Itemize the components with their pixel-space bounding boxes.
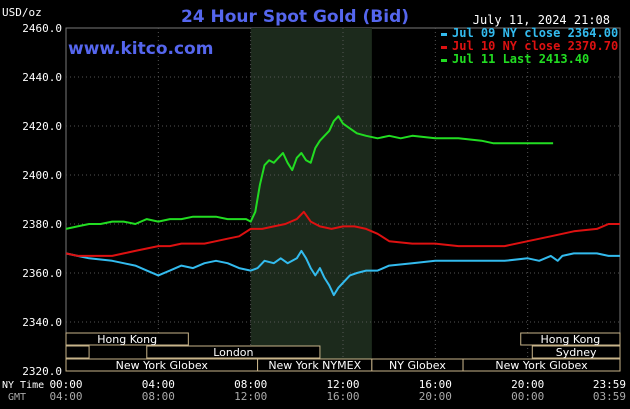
x-tick-label-gmt: 08:00: [142, 390, 175, 403]
x-tick-label-ny: 20:00: [511, 378, 544, 391]
session-label: Hong Kong: [540, 333, 600, 346]
x-tick-label-gmt: 20:00: [419, 390, 452, 403]
session-bar: [520, 332, 621, 346]
x-tick-label-gmt: 12:00: [234, 390, 267, 403]
session-label: New York NYMEX: [268, 359, 361, 372]
x-tick-label-gmt: 04:00: [49, 390, 82, 403]
series-line-1: [65, 249, 620, 297]
y-axis: 2460.0 2440.0 2420.0 2400.0 2380.0 2360.0 2340…: [22, 22, 62, 378]
series-line-2: [65, 210, 620, 257]
x-tick-label-ny: 00:00: [49, 378, 82, 391]
grid-lines: [66, 28, 620, 371]
nymex-session-highlight: [250, 28, 372, 371]
legend-swatch: [441, 33, 447, 36]
y-tick-label: 2440.0: [22, 71, 62, 84]
series-line-3: [65, 115, 554, 230]
legend-swatch: [441, 46, 447, 49]
watermark-text: www.kitco.com: [68, 39, 213, 59]
legend-entry: Jul 11 Last 2413.40: [452, 52, 589, 66]
y-tick-label: 2380.0: [22, 218, 62, 231]
series-lines: [65, 115, 620, 297]
y-axis-label: USD/oz: [2, 6, 42, 19]
session-bar: [65, 332, 189, 346]
x-tick-label-ny: 08:00: [234, 378, 267, 391]
y-tick-label: 2420.0: [22, 120, 62, 133]
session-bar: [531, 345, 621, 359]
y-tick-label: 2460.0: [22, 22, 62, 35]
session-bar: [462, 358, 621, 372]
legend-entry: Jul 09 NY close 2364.00: [452, 26, 618, 40]
legend-entry: Jul 10 NY close 2370.70: [452, 39, 618, 53]
session-label: New York Globex: [495, 359, 588, 372]
x-tick-label-ny: 23:59: [593, 378, 626, 391]
x-axis: 00:0004:0004:0008:0008:0012:0012:0016:00…: [49, 378, 626, 403]
session-label: NY Globex: [389, 359, 446, 372]
x-tick-label-gmt: 16:00: [326, 390, 359, 403]
session-label: London: [213, 346, 253, 359]
x-tick-label-ny: 04:00: [142, 378, 175, 391]
session-label: New York Globex: [116, 359, 209, 372]
x-axis-label-ny: NY Time: [2, 380, 44, 391]
session-label: Sydney: [556, 346, 597, 359]
chart-timestamp: July 11, 2024 21:08: [473, 13, 610, 27]
session-label: Hong Kong: [97, 333, 157, 346]
legend-swatch: [441, 59, 447, 62]
x-tick-label-ny: 16:00: [419, 378, 452, 391]
x-tick-label-gmt: 03:59: [593, 390, 626, 403]
session-bar: [146, 345, 321, 359]
x-tick-label-ny: 12:00: [326, 378, 359, 391]
y-tick-label: 2340.0: [22, 316, 62, 329]
y-tick-label: 2400.0: [22, 169, 62, 182]
x-tick-label-gmt: 00:00: [511, 390, 544, 403]
session-bar: [65, 345, 90, 359]
x-axis-label-gmt: GMT: [8, 392, 26, 403]
y-tick-label: 2320.0: [22, 365, 62, 378]
chart-title: 24 Hour Spot Gold (Bid): [181, 7, 409, 27]
y-tick-label: 2360.0: [22, 267, 62, 280]
